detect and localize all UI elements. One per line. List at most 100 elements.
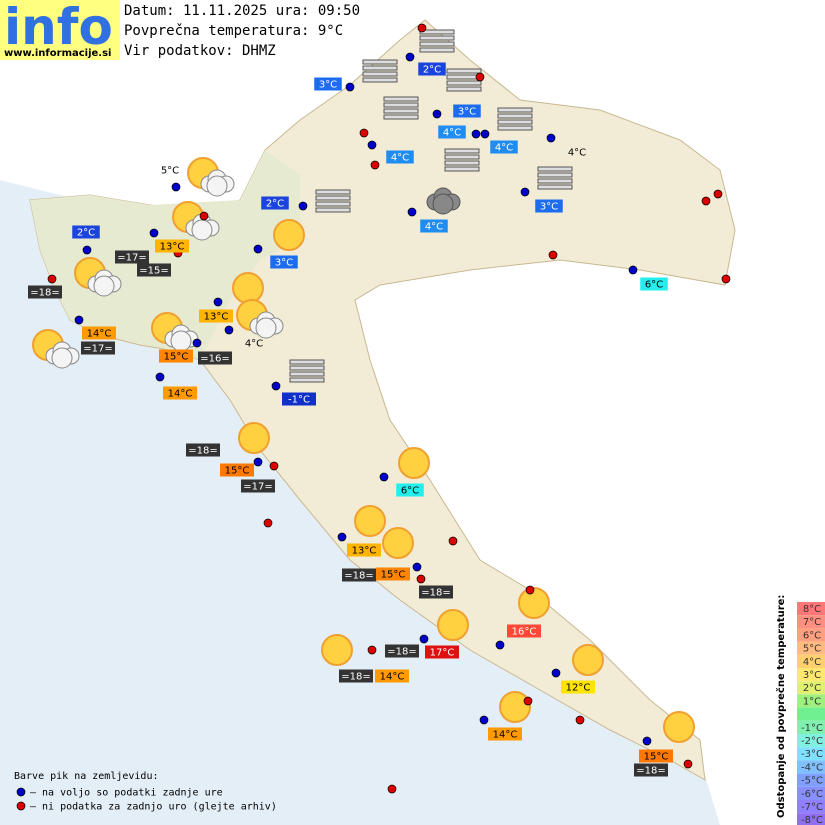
station-dot bbox=[155, 372, 165, 382]
scale-step bbox=[797, 720, 825, 734]
temperature-label: =16= bbox=[200, 354, 229, 365]
logo-url: www.informacije.si bbox=[4, 48, 112, 59]
scale-step bbox=[797, 602, 825, 616]
station-dot bbox=[479, 715, 489, 725]
temperature-label: 4°C bbox=[443, 128, 461, 139]
temperature-label-bg bbox=[314, 77, 342, 91]
temperature-label-bg bbox=[270, 255, 298, 269]
sun-icon bbox=[232, 272, 264, 304]
cloud-icon bbox=[51, 347, 73, 369]
temperature-label-bg bbox=[81, 341, 115, 355]
fog-icon bbox=[497, 119, 533, 125]
sun-icon bbox=[518, 587, 550, 619]
scale-label: 7°C bbox=[803, 617, 821, 628]
station-dot bbox=[337, 532, 347, 542]
temperature-label-bg bbox=[507, 624, 541, 638]
scale-title: Odstopanje od povprečne temperature: bbox=[775, 595, 787, 818]
scale-label: -1°C bbox=[801, 723, 823, 734]
average-temperature: Povprečna temperatura: 9°C bbox=[124, 23, 343, 39]
fog-icon bbox=[537, 184, 573, 190]
temperature-label: =17= bbox=[243, 482, 272, 493]
fog-icon bbox=[315, 195, 351, 201]
temperature-label-bg bbox=[438, 125, 466, 139]
temperature-label: 3°C bbox=[458, 107, 476, 118]
fog-icon bbox=[444, 148, 480, 154]
temperature-label: 14°C bbox=[380, 672, 405, 683]
station-dot-missing bbox=[263, 518, 273, 528]
temperature-label: 15°C bbox=[164, 352, 189, 363]
temperature-label-bg bbox=[639, 749, 673, 763]
temperature-label: =18= bbox=[188, 446, 217, 457]
fog-icon bbox=[497, 125, 533, 131]
station-dot-missing bbox=[269, 461, 279, 471]
sun-icon bbox=[354, 505, 386, 537]
temperature-label: 5°C bbox=[161, 166, 179, 177]
legend-title: Barve pik na zemljevidu: bbox=[14, 771, 159, 782]
station-dot bbox=[367, 140, 377, 150]
source: Vir podatkov: DHMZ bbox=[124, 43, 276, 59]
temperature-label-bg bbox=[396, 483, 424, 497]
fog-icon bbox=[446, 86, 482, 92]
station-dot bbox=[253, 244, 263, 254]
temperature-label: =18= bbox=[636, 766, 665, 777]
sun-icon bbox=[572, 644, 604, 676]
station-dot bbox=[412, 562, 422, 572]
temperature-label-bg bbox=[198, 351, 232, 365]
temperature-label-bg bbox=[453, 104, 481, 118]
temperature-label: =18= bbox=[341, 672, 370, 683]
temperature-label: 6°C bbox=[645, 280, 663, 291]
temperature-label-bg bbox=[159, 349, 193, 363]
fog-icon bbox=[497, 107, 533, 113]
station-dot bbox=[192, 338, 202, 348]
station-dot-missing bbox=[448, 536, 458, 546]
cloud-icon bbox=[206, 175, 228, 197]
temperature-label-bg bbox=[425, 645, 459, 659]
scale-label: -2°C bbox=[801, 736, 823, 747]
fog-icon bbox=[419, 47, 455, 53]
temperature-label-bg bbox=[220, 463, 254, 477]
temperature-label: 13°C bbox=[204, 312, 229, 323]
fog-icon bbox=[419, 35, 455, 41]
scale-step bbox=[797, 641, 825, 655]
station-dot bbox=[520, 187, 530, 197]
temperature-label-bg bbox=[155, 239, 189, 253]
station-dot-missing bbox=[199, 211, 209, 221]
temperature-label-bg bbox=[199, 309, 233, 323]
temperature-label: =15= bbox=[139, 266, 168, 277]
fog-icon bbox=[446, 80, 482, 86]
cloud-icon bbox=[93, 275, 115, 297]
station-dot bbox=[298, 201, 308, 211]
fog-icon bbox=[444, 154, 480, 160]
station-dot bbox=[253, 457, 263, 467]
station-dot bbox=[224, 325, 234, 335]
temperature-label-bg bbox=[488, 727, 522, 741]
scale-label: 4°C bbox=[803, 657, 821, 668]
temperature-label: =18= bbox=[387, 647, 416, 658]
temperature-label-bg bbox=[376, 567, 410, 581]
temperature-label-bg bbox=[115, 250, 149, 264]
station-dot bbox=[345, 82, 355, 92]
station-dot bbox=[405, 52, 415, 62]
fog-icon bbox=[362, 77, 398, 83]
temperature-label-bg bbox=[386, 150, 414, 164]
station-dot bbox=[546, 133, 556, 143]
station-dot bbox=[213, 297, 223, 307]
scale-step bbox=[797, 707, 825, 721]
station-dot-missing bbox=[47, 274, 57, 284]
scale-step bbox=[797, 734, 825, 748]
land-west bbox=[30, 150, 300, 360]
sun-icon bbox=[321, 634, 353, 666]
temperature-label: 2°C bbox=[423, 65, 441, 76]
scale-label: -3°C bbox=[801, 749, 823, 760]
scale-label: -5°C bbox=[801, 776, 823, 787]
temperature-label: 15°C bbox=[644, 752, 669, 763]
date: Datum: 11.11.2025 ura: 09:50 bbox=[124, 3, 360, 19]
fog-icon bbox=[362, 65, 398, 71]
scale-label: -6°C bbox=[801, 789, 823, 800]
fog-icon bbox=[289, 365, 325, 371]
scale-step bbox=[797, 694, 825, 708]
fog-icon bbox=[419, 41, 455, 47]
sun-icon bbox=[437, 609, 469, 641]
station-dot bbox=[495, 640, 505, 650]
